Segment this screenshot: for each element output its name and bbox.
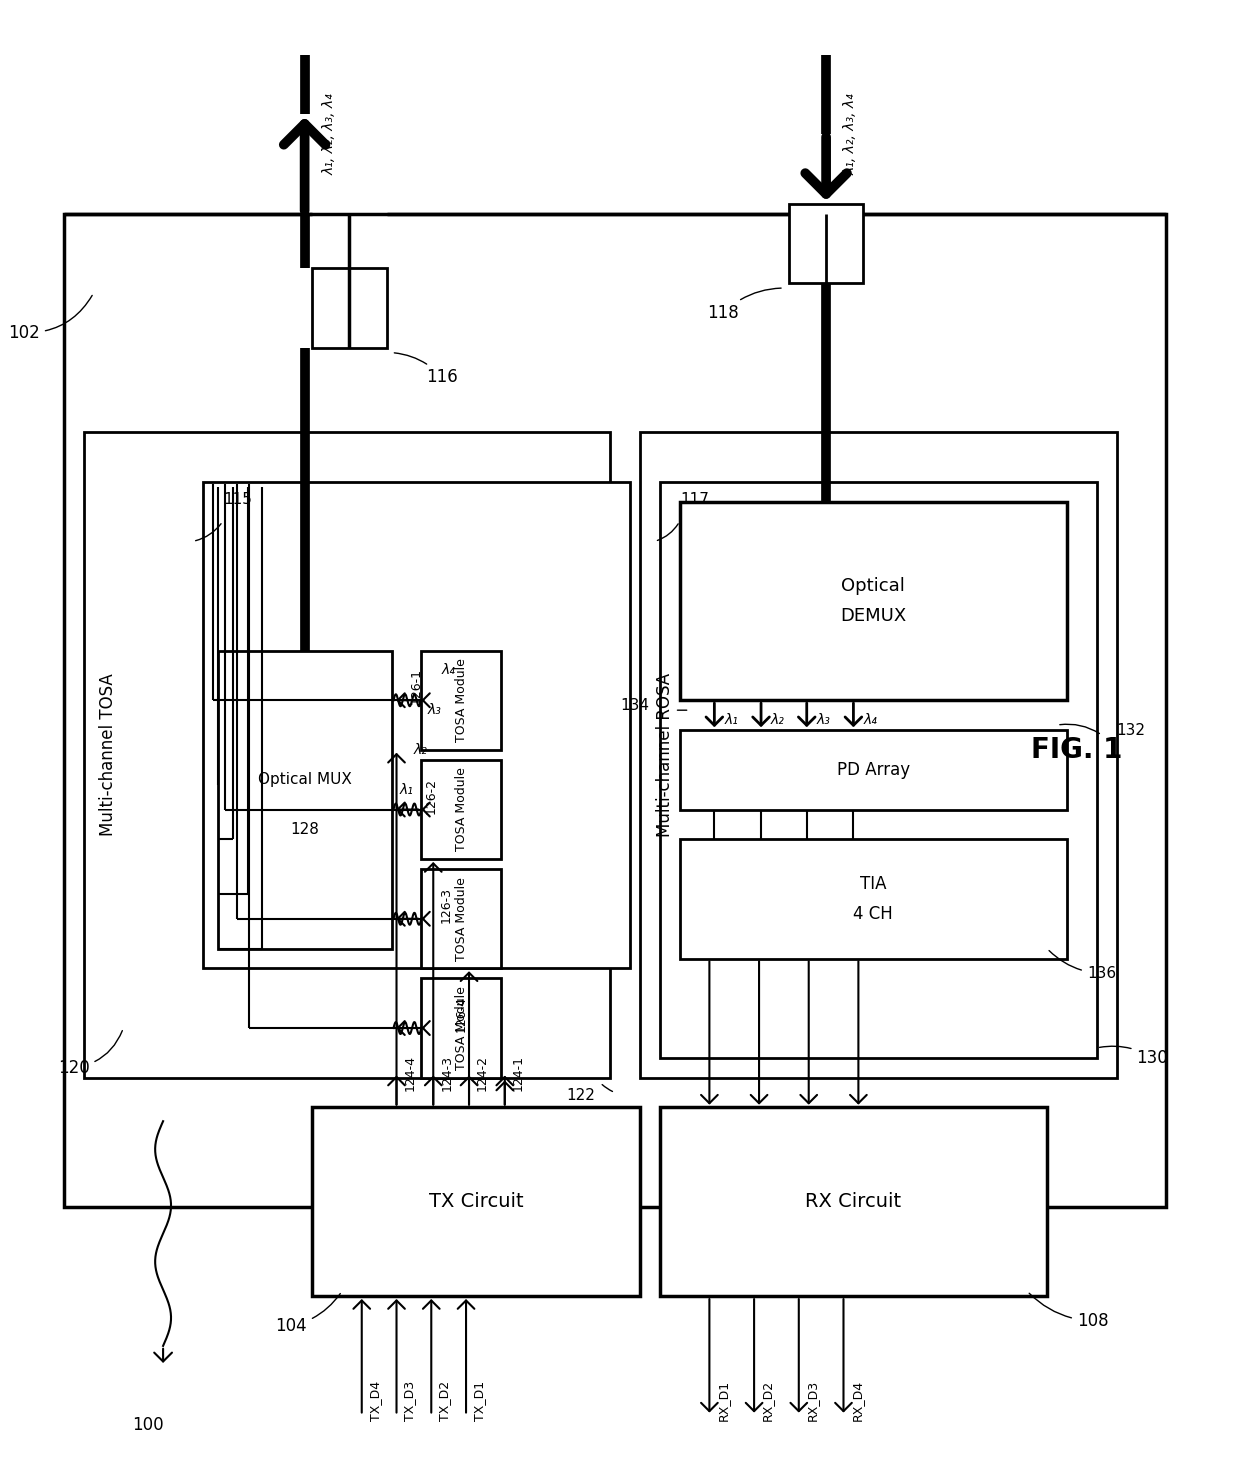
Text: 124-1: 124-1: [512, 1055, 525, 1090]
Text: TX_D1: TX_D1: [472, 1381, 486, 1420]
Text: 126-1: 126-1: [410, 668, 423, 705]
Text: 100: 100: [133, 1416, 164, 1434]
Text: RX_D3: RX_D3: [806, 1381, 818, 1420]
Text: 126-3: 126-3: [440, 886, 453, 923]
Text: 120: 120: [58, 1031, 123, 1077]
Text: 136: 136: [1049, 950, 1116, 981]
Text: 126-4: 126-4: [455, 996, 467, 1032]
Text: λ₁: λ₁: [724, 712, 738, 727]
Text: Multi-channel TOSA: Multi-channel TOSA: [99, 674, 118, 836]
Text: 124-2: 124-2: [476, 1055, 489, 1090]
Text: 126-2: 126-2: [425, 777, 438, 814]
Bar: [680, 839, 1066, 959]
Text: Optical: Optical: [842, 577, 905, 594]
Text: TX Circuit: TX Circuit: [429, 1192, 523, 1211]
Bar: [789, 204, 863, 283]
Text: λ₂: λ₂: [771, 712, 785, 727]
Bar: [422, 760, 501, 858]
Text: DEMUX: DEMUX: [841, 606, 906, 625]
Bar: [422, 650, 501, 749]
Bar: [422, 978, 501, 1078]
Bar: [312, 268, 387, 348]
Text: 117: 117: [680, 493, 709, 507]
Text: PD Array: PD Array: [837, 761, 910, 779]
Text: λ₃: λ₃: [428, 704, 441, 717]
Text: 128: 128: [290, 822, 319, 836]
Bar: [680, 730, 1066, 810]
Text: 122: 122: [565, 1089, 595, 1103]
Text: 104: 104: [275, 1294, 340, 1335]
Text: 134: 134: [621, 698, 650, 712]
Bar: [660, 1108, 1047, 1297]
Text: 118: 118: [708, 288, 781, 322]
Text: 4 CH: 4 CH: [853, 904, 893, 923]
Text: 130: 130: [1100, 1046, 1168, 1066]
Text: 116: 116: [394, 353, 458, 386]
Text: RX_D1: RX_D1: [717, 1381, 729, 1420]
Text: λ₁: λ₁: [399, 783, 413, 796]
Text: RX_D4: RX_D4: [851, 1381, 863, 1420]
Bar: [83, 432, 610, 1078]
Text: TX_D2: TX_D2: [438, 1381, 451, 1420]
Text: 124-3: 124-3: [440, 1055, 453, 1090]
Text: TOSA Module: TOSA Module: [455, 876, 467, 960]
Text: 108: 108: [1029, 1294, 1109, 1330]
Text: FIG. 1: FIG. 1: [1032, 736, 1122, 764]
Text: 115: 115: [223, 493, 252, 507]
Text: Optical MUX: Optical MUX: [258, 773, 352, 788]
Bar: [680, 502, 1066, 701]
Text: λ₄: λ₄: [863, 712, 877, 727]
Bar: [203, 482, 630, 969]
Bar: [422, 869, 501, 969]
Bar: [660, 482, 1096, 1058]
Text: λ₃: λ₃: [817, 712, 831, 727]
Text: 102: 102: [9, 295, 92, 342]
Text: λ₄: λ₄: [441, 664, 455, 677]
Bar: [640, 432, 1117, 1078]
Text: RX_D2: RX_D2: [761, 1381, 774, 1420]
Bar: [312, 1108, 640, 1297]
Text: λ₂: λ₂: [413, 743, 428, 757]
Text: TX_D3: TX_D3: [403, 1381, 417, 1420]
Text: Multi-channel ROSA: Multi-channel ROSA: [656, 673, 673, 836]
Bar: [218, 650, 392, 948]
Text: TOSA Module: TOSA Module: [455, 767, 467, 851]
Text: λ₁, λ₂, λ₃, λ₄: λ₁, λ₂, λ₃, λ₄: [322, 93, 336, 176]
Text: TOSA Module: TOSA Module: [455, 658, 467, 742]
Text: TX_D4: TX_D4: [368, 1381, 382, 1420]
Text: RX Circuit: RX Circuit: [805, 1192, 901, 1211]
Text: TIA: TIA: [861, 875, 887, 892]
Text: λ₁, λ₂, λ₃, λ₄: λ₁, λ₂, λ₃, λ₄: [844, 93, 858, 176]
Bar: [63, 214, 1167, 1207]
Text: 124-4: 124-4: [403, 1055, 417, 1090]
Text: TOSA Module: TOSA Module: [455, 987, 467, 1069]
Text: 132: 132: [1117, 723, 1146, 738]
